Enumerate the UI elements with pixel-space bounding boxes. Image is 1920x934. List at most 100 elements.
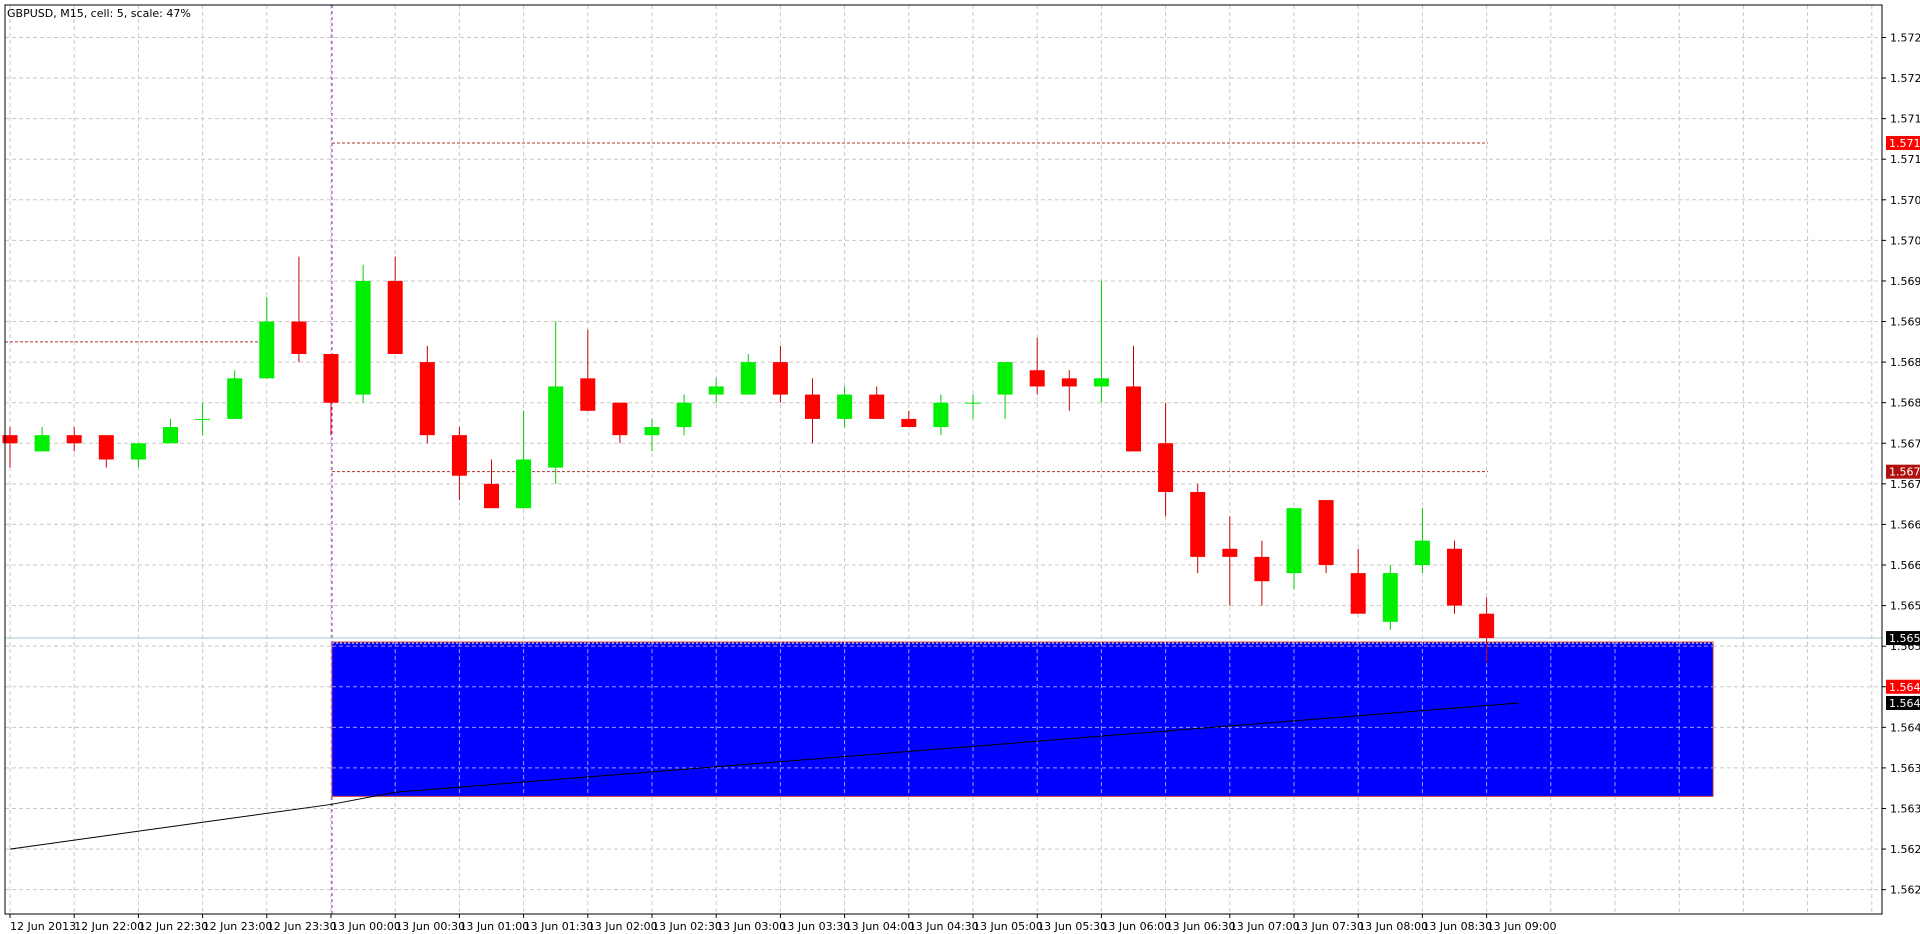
- candle[interactable]: [130, 443, 146, 468]
- y-tick-label: 1.5715: [1890, 113, 1920, 126]
- candle[interactable]: [98, 435, 114, 468]
- candle[interactable]: [676, 394, 692, 436]
- candle[interactable]: [1447, 540, 1462, 614]
- y-tick-label: 1.5665: [1890, 518, 1920, 531]
- level-price-label-text: 1.5672: [1889, 466, 1920, 479]
- candle-body: [1350, 573, 1366, 614]
- candle-body: [1093, 378, 1109, 387]
- candle[interactable]: [772, 345, 788, 403]
- x-tick-label: 12 Jun 22:00: [74, 920, 144, 933]
- candle[interactable]: [451, 427, 467, 501]
- levels-layer: [5, 5, 1882, 914]
- candle-body: [516, 459, 532, 509]
- candle[interactable]: [34, 427, 50, 452]
- candle-body: [98, 435, 114, 460]
- x-tick-label: 12 Jun 22:30: [138, 920, 208, 933]
- candle[interactable]: [837, 386, 853, 428]
- candle[interactable]: [901, 410, 917, 428]
- x-tick-label: 13 Jun 07:00: [1230, 920, 1300, 933]
- candle[interactable]: [708, 378, 724, 403]
- candle-body: [291, 321, 307, 354]
- candle[interactable]: [1350, 548, 1366, 614]
- candle[interactable]: [2, 427, 18, 468]
- candle[interactable]: [644, 418, 660, 452]
- candle-body: [1447, 548, 1462, 606]
- candle-body: [901, 418, 917, 428]
- candle[interactable]: [1061, 370, 1077, 411]
- candle[interactable]: [195, 402, 211, 436]
- candle-body: [163, 427, 178, 444]
- candle[interactable]: [323, 353, 339, 436]
- x-tick-label: 12 Jun 23:30: [267, 920, 337, 933]
- candle-body: [580, 378, 596, 411]
- candle[interactable]: [259, 297, 275, 379]
- candle[interactable]: [1093, 280, 1109, 403]
- candle-body: [676, 402, 692, 428]
- candle[interactable]: [1029, 337, 1045, 395]
- candle[interactable]: [387, 256, 403, 354]
- moving-average-line: [9, 702, 1519, 850]
- candle[interactable]: [484, 459, 499, 509]
- candle[interactable]: [516, 410, 532, 509]
- y-tick-label: 1.5705: [1890, 194, 1920, 207]
- y-tick-label: 1.5695: [1890, 275, 1920, 288]
- y-tick-label: 1.5675: [1890, 437, 1920, 450]
- candle[interactable]: [805, 378, 820, 444]
- y-tick-label: 1.5690: [1890, 316, 1920, 329]
- candle[interactable]: [1414, 508, 1430, 574]
- candle[interactable]: [227, 370, 243, 419]
- candle-body: [869, 394, 885, 419]
- candles-layer[interactable]: [2, 256, 1495, 663]
- candle[interactable]: [1222, 516, 1238, 606]
- candle-body: [1318, 500, 1334, 566]
- y-tick-label: 1.5620: [1890, 884, 1920, 897]
- ma-price-label-text: 1.5643: [1889, 697, 1920, 710]
- x-tick-label: 13 Jun 02:30: [652, 920, 722, 933]
- candle-body: [548, 386, 564, 468]
- x-tick-label: 13 Jun 04:00: [845, 920, 915, 933]
- candle[interactable]: [548, 321, 564, 484]
- x-tick-label: 12 Jun 23:00: [203, 920, 273, 933]
- level-price-label: 1.5712: [1886, 135, 1920, 150]
- x-tick-label: 13 Jun 05:30: [1037, 920, 1107, 933]
- candle[interactable]: [1318, 500, 1334, 574]
- x-tick-label: 13 Jun 02:00: [588, 920, 658, 933]
- x-tick-label: 13 Jun 01:30: [524, 920, 594, 933]
- candle[interactable]: [869, 386, 885, 419]
- candle[interactable]: [66, 427, 82, 452]
- candle[interactable]: [965, 394, 981, 419]
- axes-layer: 1.5620 1.5625 1.5630 1.5635 1.5640 1.5645 1.56…: [4, 4, 1920, 933]
- x-tick-label: 13 Jun 06:00: [1101, 920, 1171, 933]
- x-tick-label: 13 Jun 08:30: [1422, 920, 1492, 933]
- candle[interactable]: [1254, 540, 1270, 606]
- candle-body: [1158, 443, 1174, 492]
- x-tick-label: 13 Jun 04:30: [909, 920, 979, 933]
- candle[interactable]: [1126, 345, 1141, 452]
- candle-body: [34, 435, 50, 452]
- candle[interactable]: [580, 329, 596, 411]
- candle[interactable]: [291, 256, 307, 363]
- candle-body: [1479, 613, 1495, 639]
- bid-price-label-background: [1886, 631, 1920, 646]
- zone-price-label-background: [1886, 679, 1920, 694]
- candle-body: [837, 394, 853, 419]
- candle[interactable]: [163, 418, 178, 444]
- candle[interactable]: [933, 394, 949, 436]
- candle[interactable]: [1286, 508, 1302, 590]
- candle[interactable]: [1190, 483, 1206, 574]
- candle-body: [130, 443, 146, 460]
- candle[interactable]: [1158, 402, 1174, 517]
- level-price-label-background: [1886, 464, 1920, 479]
- candle[interactable]: [355, 264, 371, 403]
- candle[interactable]: [1382, 565, 1398, 630]
- candle-body: [740, 362, 756, 395]
- candle[interactable]: [612, 402, 628, 444]
- candle[interactable]: [740, 353, 756, 395]
- candle[interactable]: [419, 345, 435, 444]
- candle[interactable]: [997, 362, 1013, 419]
- candle[interactable]: [1479, 597, 1495, 663]
- y-tick-label: 1.5710: [1890, 153, 1920, 166]
